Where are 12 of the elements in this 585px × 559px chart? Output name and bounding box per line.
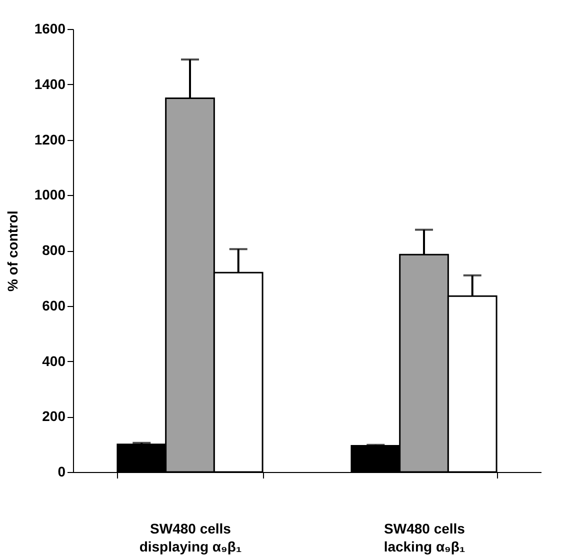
y-tick-label: 400 <box>42 352 66 369</box>
y-tick-label: 0 <box>58 464 66 480</box>
y-tick-label: 1000 <box>34 186 66 203</box>
y-axis-title: % of control <box>4 210 20 292</box>
x-tick-label: SW480 cells displaying α₉β₁ <box>139 520 242 554</box>
y-tick-label: 1200 <box>34 131 66 148</box>
y-tick-label: 1400 <box>34 76 66 92</box>
y-tick-label: 800 <box>42 242 66 258</box>
y-tick-label: 1600 <box>34 20 66 36</box>
y-tick-label: 200 <box>42 408 66 424</box>
y-tick-label: 600 <box>42 297 66 314</box>
x-tick-label: SW480 cells lacking α₉β₁ <box>384 520 466 554</box>
